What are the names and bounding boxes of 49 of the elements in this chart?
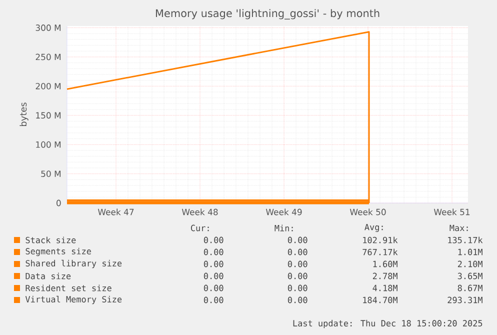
text: 0.00 xyxy=(288,236,308,244)
y-tick-label: 100 M xyxy=(36,141,61,148)
text: 102.91k xyxy=(363,236,398,244)
x-tick-label: Week 49 xyxy=(266,208,302,216)
y-tick-label: 150 M xyxy=(36,112,61,119)
x-tick-label: Week 48 xyxy=(182,208,218,216)
x-tick-label: Week 50 xyxy=(350,208,386,216)
y-tick-label: 200 M xyxy=(36,82,61,90)
legend-label: Resident set size xyxy=(26,284,112,292)
x-tick-label: Week 47 xyxy=(98,208,134,216)
legend-label: Segments size xyxy=(26,248,91,256)
text: 2.78M xyxy=(372,272,398,280)
text: 0.00 xyxy=(288,296,308,304)
text: 135.17k xyxy=(448,236,483,244)
text: Cur: xyxy=(190,224,209,232)
text: 1.60M xyxy=(373,260,398,268)
y-tick-label: 250 M xyxy=(36,54,61,60)
text: Last update: Thu Dec 18 15:00:20 2025 xyxy=(293,320,482,328)
text: Max: xyxy=(450,224,468,232)
text: 0.00 xyxy=(204,248,224,256)
text: 0.00 xyxy=(204,296,224,304)
text: 4.18M xyxy=(372,284,398,292)
legend-label: Virtual Memory Size xyxy=(25,296,122,304)
y-tick-label: 300 M xyxy=(36,24,61,31)
legend-label: Stack size xyxy=(26,236,76,244)
text: 0.00 xyxy=(204,284,224,292)
chart-title: Memory usage 'lightning_gossi' - by month xyxy=(156,9,380,20)
text: Avg: xyxy=(364,224,383,232)
text: Min: xyxy=(274,224,293,232)
text: 0.00 xyxy=(288,248,308,256)
text: 0.00 xyxy=(204,236,224,244)
y-tick-label: 0 xyxy=(56,200,61,206)
text: 2.10M xyxy=(458,260,482,268)
text: 8.67M xyxy=(458,284,482,292)
text: 1.01M xyxy=(458,248,482,256)
text: 0.00 xyxy=(288,272,308,280)
text: 293.31M xyxy=(448,296,482,304)
text: 0.00 xyxy=(204,272,224,280)
text: 184.70M xyxy=(363,296,398,304)
y-axis-title: bytes xyxy=(20,102,28,126)
text: 0.00 xyxy=(288,284,308,292)
text: 0.00 xyxy=(204,260,224,268)
legend-label: Data size xyxy=(26,272,71,280)
text: 3.65M xyxy=(458,272,482,280)
legend-label: Shared library size xyxy=(26,260,122,268)
text: 767.17k xyxy=(362,248,398,256)
x-tick-label: Week 51 xyxy=(434,208,470,216)
text: 0.00 xyxy=(288,260,308,268)
y-tick-label: 50 M xyxy=(41,170,61,177)
